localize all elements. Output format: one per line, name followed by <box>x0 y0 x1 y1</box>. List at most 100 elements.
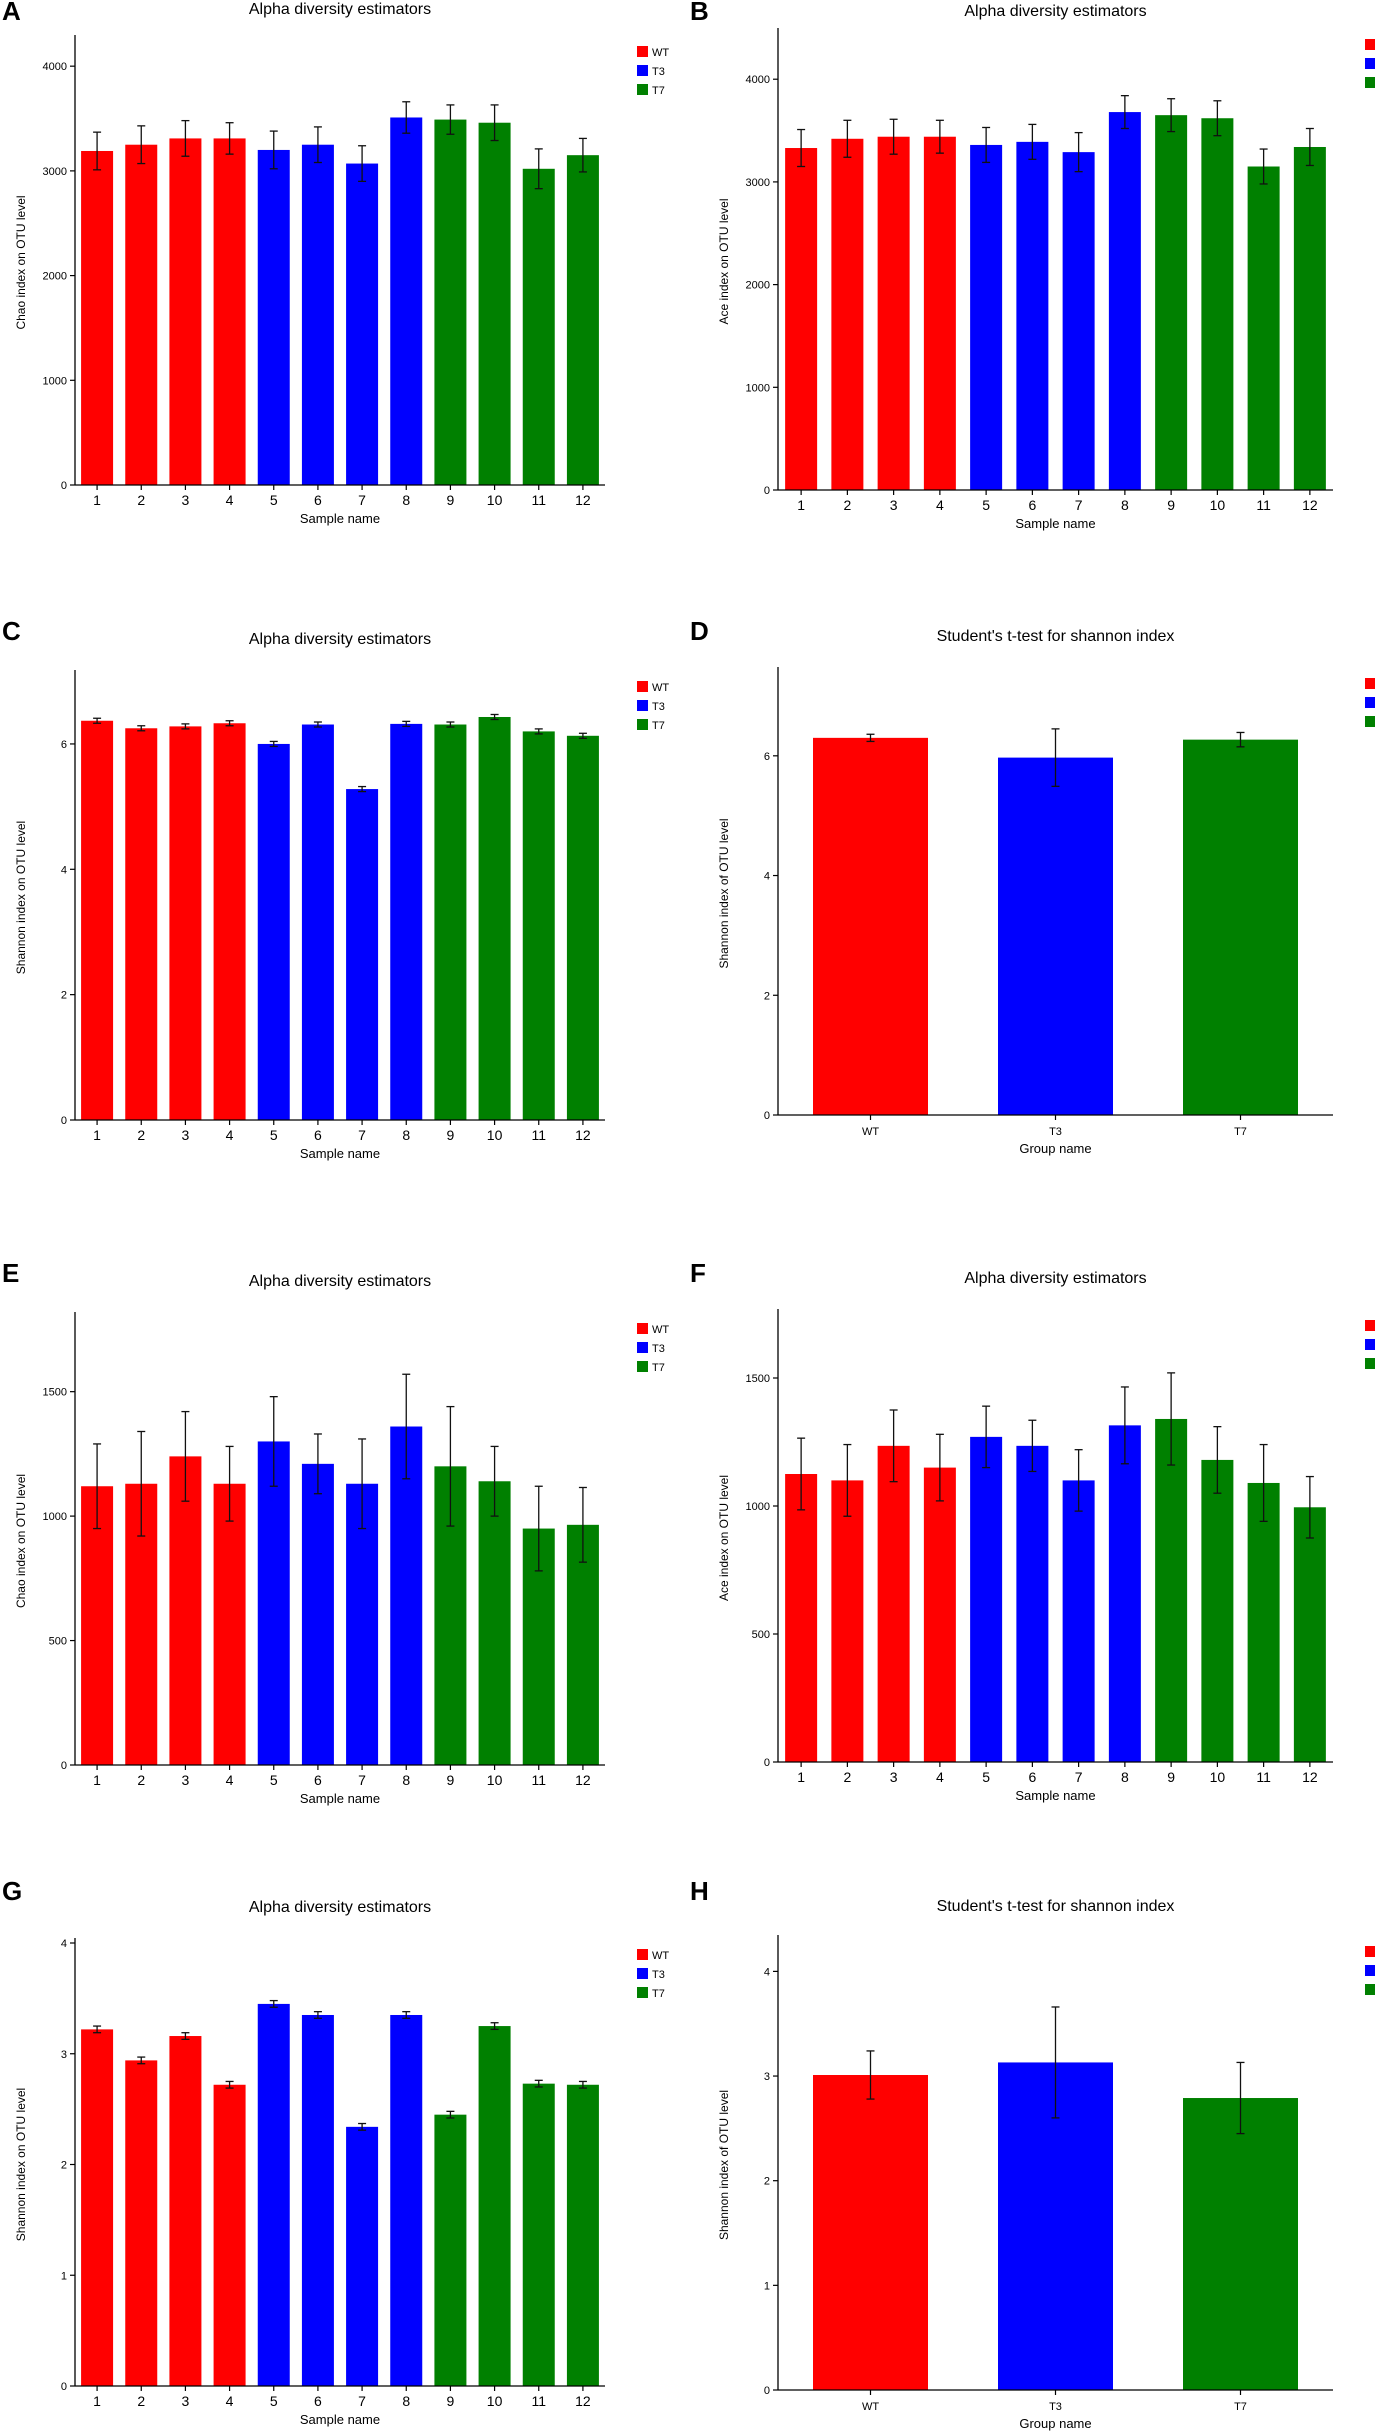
bar <box>169 1456 202 1765</box>
bar <box>970 144 1003 490</box>
y-tick-label: 4000 <box>746 74 770 86</box>
error-bar <box>93 1443 102 1530</box>
x-tick-label: 9 <box>447 492 455 508</box>
bar <box>1201 1459 1234 1762</box>
y-tick-label: 0 <box>61 480 67 492</box>
bar <box>923 136 956 490</box>
legend-swatch <box>637 719 648 730</box>
x-tick-label: 1 <box>797 1769 805 1785</box>
x-tick-label: 1 <box>93 1127 101 1143</box>
error-bar <box>1074 131 1083 173</box>
x-tick-label: 1 <box>93 492 101 508</box>
bar <box>877 1445 910 1762</box>
legend-swatch <box>637 46 648 57</box>
y-tick-label: 6 <box>764 751 770 763</box>
bar <box>213 2084 246 2386</box>
y-tick-label: 3000 <box>43 166 67 178</box>
bar <box>301 2014 334 2386</box>
error-bar <box>137 725 146 732</box>
x-tick-label: 4 <box>936 497 944 513</box>
panel-d: D Student's t-test for shannon index 0 2 4 6… <box>688 616 1375 1172</box>
x-tick-label: 5 <box>982 497 990 513</box>
error-bar <box>358 145 367 183</box>
legend-label: T3 <box>652 66 665 78</box>
legend-label: T7 <box>652 85 665 97</box>
bar <box>1293 146 1326 490</box>
x-axis-label: Group name <box>1019 1141 1091 1156</box>
x-tick-label: 9 <box>1167 497 1175 513</box>
x-tick-label: 12 <box>575 492 591 508</box>
bar <box>566 2084 599 2386</box>
x-tick-label: 2 <box>843 497 851 513</box>
error-bar <box>1259 148 1268 185</box>
bar <box>1016 141 1049 490</box>
error-bar <box>269 1395 278 1487</box>
bar <box>877 136 910 490</box>
y-tick-label: 1000 <box>746 382 770 394</box>
legend-label: T3 <box>652 1343 665 1355</box>
bar <box>923 1467 956 1762</box>
x-tick-label: 1 <box>797 497 805 513</box>
bar <box>813 2075 928 2390</box>
y-tick-label: 4 <box>61 864 67 876</box>
error-bar <box>1051 728 1060 787</box>
legend-swatch <box>1365 1358 1375 1369</box>
error-bar <box>534 2079 543 2088</box>
error-bar <box>1236 731 1245 748</box>
error-bar <box>1167 1372 1176 1466</box>
x-tick-label: 7 <box>358 1127 366 1143</box>
bar <box>169 138 202 485</box>
chart-title: Alpha diversity estimators <box>249 1899 431 1916</box>
bar <box>213 723 246 1120</box>
legend-swatch <box>1365 1946 1375 1957</box>
x-tick-label: 6 <box>314 2393 322 2409</box>
bar <box>301 1463 334 1765</box>
error-bar <box>1120 1386 1129 1465</box>
error-bar <box>490 104 499 142</box>
error-bar <box>137 1430 146 1537</box>
y-tick-label: 1500 <box>43 1387 67 1399</box>
legend-swatch <box>637 1323 648 1334</box>
chart-svg: Student's t-test for shannon index 0 1 2 3 4 W… <box>717 1898 1375 2431</box>
error-bar <box>935 1433 944 1502</box>
panel-letter: E <box>2 1258 20 1288</box>
y-axis-label: Shannon index on OTU level <box>14 2088 28 2241</box>
chart-svg: Alpha diversity estimators 0 1000 2000 3000 4… <box>717 3 1375 531</box>
bar <box>390 117 423 485</box>
bar <box>1108 112 1141 490</box>
bar <box>1183 739 1298 1115</box>
x-tick-label: 5 <box>982 1769 990 1785</box>
error-bar <box>490 2022 499 2031</box>
x-tick-label: 9 <box>447 1772 455 1788</box>
x-tick-label: WT <box>862 1126 879 1138</box>
error-bar <box>534 1485 543 1572</box>
bar <box>390 723 423 1120</box>
panel-letter: G <box>2 1876 23 1906</box>
error-bar <box>843 119 852 158</box>
bar <box>522 2083 555 2386</box>
y-tick-label: 1 <box>61 2270 67 2282</box>
legend-swatch <box>1365 1320 1375 1331</box>
bar <box>998 757 1113 1115</box>
error-bar <box>225 720 234 727</box>
bar <box>301 724 334 1120</box>
error-bar <box>982 126 991 164</box>
error-bar <box>578 137 587 173</box>
legend-label: WT <box>652 1324 669 1336</box>
y-tick-label: 2 <box>764 2176 770 2188</box>
x-tick-label: 5 <box>270 2393 278 2409</box>
y-tick-label: 4000 <box>43 61 67 73</box>
legend-label: T7 <box>652 720 665 732</box>
bar <box>346 1483 379 1765</box>
error-bar <box>313 126 322 164</box>
legend-swatch <box>1365 678 1375 689</box>
error-bar <box>797 128 806 168</box>
bar <box>81 720 114 1120</box>
error-bar <box>93 2025 102 2034</box>
bar <box>346 2126 379 2386</box>
legend-swatch <box>1365 697 1375 708</box>
x-tick-label: 8 <box>402 1127 410 1143</box>
panel-a: A Alpha diversity estimators 0 1000 2000 300… <box>0 0 687 540</box>
error-bar <box>1051 2006 1060 2119</box>
